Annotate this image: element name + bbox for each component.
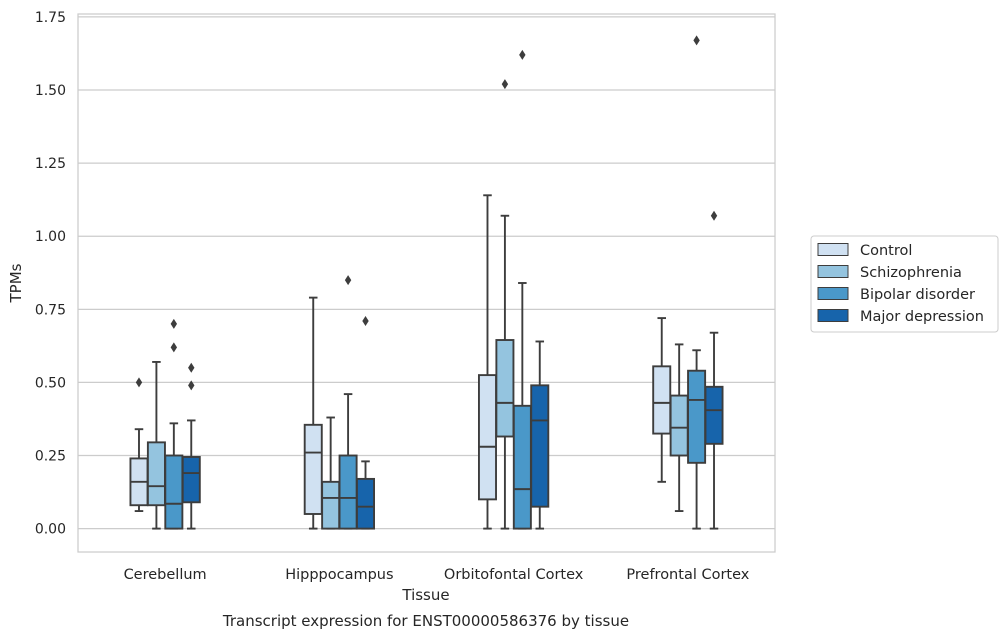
outlier-point: [135, 377, 143, 388]
outlier-point: [344, 275, 352, 286]
box-bipolar-disorder: [338, 275, 358, 530]
outlier-point: [188, 380, 195, 391]
box-body: [338, 454, 358, 530]
legend-swatch: [817, 265, 849, 278]
box-major-depression: [704, 210, 724, 530]
x-tick-label: Orbitofontal Cortex: [444, 567, 584, 583]
legend: Control Schizophrenia Bipolar disorder Majo…: [810, 235, 999, 333]
box-body: [321, 480, 341, 530]
gridlines: [78, 16, 775, 530]
box-control: [477, 194, 497, 530]
x-tick-label: Cerebellum: [124, 567, 207, 583]
outlier-point: [170, 318, 178, 329]
chart-caption: Transcript expression for ENST0000058637…: [222, 612, 629, 630]
legend-swatch: [817, 243, 849, 256]
outlier-point: [362, 316, 369, 327]
box-body: [303, 423, 323, 515]
y-tick-label: 0.25: [35, 449, 66, 465]
box-body: [356, 477, 376, 530]
y-tick-label: 0.75: [35, 302, 66, 318]
y-tick-label: 1.00: [35, 229, 66, 245]
x-tick-label: Hipppocampus: [285, 567, 393, 583]
outlier-point: [519, 49, 526, 60]
box-control: [129, 377, 149, 513]
y-tick-label: 1.50: [35, 83, 66, 99]
x-tick-label: Prefrontal Cortex: [626, 567, 749, 583]
box-bipolar-disorder: [164, 318, 184, 530]
box-body: [181, 456, 201, 504]
box-body: [687, 369, 707, 464]
box-schizophrenia: [321, 416, 341, 530]
box-schizophrenia: [669, 343, 689, 513]
box-control: [652, 317, 672, 483]
y-tick-labels: 0.00 0.25 0.50 0.75 1.00 1.25 1.50 1.75: [35, 10, 66, 538]
plot-frame: [77, 13, 776, 553]
legend-swatch: [817, 287, 849, 300]
box-body: [477, 374, 497, 501]
box-control: [303, 296, 323, 530]
box-body: [164, 454, 184, 530]
y-axis-label: TPMs: [7, 263, 25, 303]
legend-swatch: [817, 309, 849, 322]
y-tick-label: 1.25: [35, 156, 66, 172]
box-body: [652, 365, 672, 435]
box-major-depression: [530, 340, 550, 530]
box-body: [704, 385, 724, 445]
legend-label: Schizophrenia: [860, 265, 962, 281]
legend-label: Major depression: [860, 309, 984, 325]
box-body: [146, 441, 166, 507]
outlier-point: [693, 35, 700, 46]
boxes-layer: [129, 35, 724, 530]
box-schizophrenia: [495, 79, 515, 530]
x-axis-label: Tissue: [401, 586, 449, 604]
y-tick-label: 1.75: [35, 10, 66, 26]
x-tick-labels: Cerebellum Hipppocampus Orbitofontal Corte…: [124, 567, 750, 583]
box-bipolar-disorder: [512, 49, 532, 530]
box-major-depression: [181, 362, 201, 530]
legend-label: Control: [860, 243, 912, 259]
y-tick-label: 0.00: [35, 522, 66, 538]
outlier-point: [710, 210, 718, 221]
box-bipolar-disorder: [687, 35, 707, 530]
box-schizophrenia: [146, 360, 166, 530]
outlier-point: [188, 362, 195, 373]
box-body: [495, 339, 515, 438]
outlier-point: [170, 342, 178, 353]
box-body: [669, 394, 689, 457]
box-major-depression: [356, 316, 376, 530]
legend-frame: [810, 235, 999, 333]
box-body: [530, 384, 550, 508]
y-tick-label: 0.50: [35, 375, 66, 391]
outlier-point: [501, 79, 509, 90]
box-body: [512, 404, 532, 530]
legend-label: Bipolar disorder: [860, 287, 975, 303]
